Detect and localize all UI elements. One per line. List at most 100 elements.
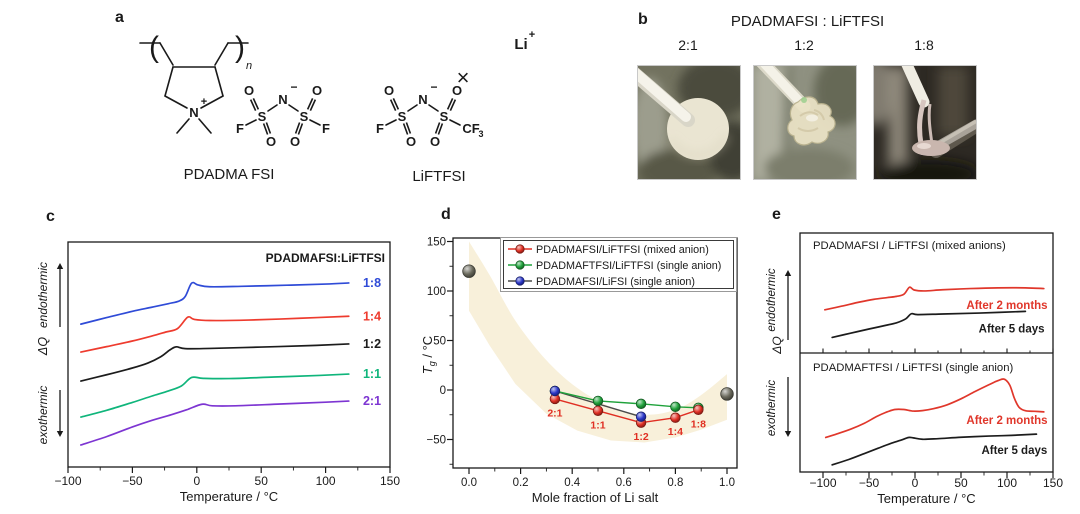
panel-b: PDADMAFSI : LiFTFSI 2:1 1:2 1:8 bbox=[630, 5, 1030, 203]
tick-label: 100 bbox=[997, 476, 1017, 490]
sample-photo-1-8 bbox=[873, 65, 977, 180]
curve-annotation: After 5 days bbox=[979, 323, 1045, 335]
exothermic-label: exothermic bbox=[766, 380, 778, 436]
dsc-curve bbox=[823, 286, 1045, 311]
tick-label: −100 bbox=[54, 474, 81, 488]
legend-box bbox=[503, 240, 734, 289]
x-axis-label: Temperature / °C bbox=[877, 491, 975, 506]
atom-label: O bbox=[244, 83, 254, 98]
atom-label: O bbox=[384, 83, 394, 98]
panel-label-e: e bbox=[772, 206, 781, 223]
endothermic-arrow-head bbox=[56, 263, 64, 269]
double-bond bbox=[265, 122, 272, 134]
atom-label: Li bbox=[514, 36, 527, 53]
bond bbox=[164, 95, 188, 109]
bond bbox=[198, 118, 212, 134]
curve-label: 1:2 bbox=[363, 337, 381, 351]
bond bbox=[385, 119, 397, 126]
data-point bbox=[592, 405, 604, 416]
bond bbox=[407, 104, 418, 112]
tick-label: 0 bbox=[440, 385, 446, 397]
data-point bbox=[635, 398, 647, 410]
point-label: 2:1 bbox=[547, 407, 562, 419]
atom-label: S bbox=[440, 109, 449, 124]
endothermic-arrow-head bbox=[784, 270, 792, 276]
tick-label: 0 bbox=[193, 474, 200, 488]
guide-band bbox=[469, 241, 727, 443]
point-label: 1:2 bbox=[633, 431, 648, 443]
tick-label: 50 bbox=[954, 476, 968, 490]
dsc-chart: −100 −50 0 50 100 150 Temperature / °C PDADMAFS… bbox=[36, 241, 400, 504]
atom-label: N bbox=[418, 92, 427, 107]
atom-label: O bbox=[452, 83, 462, 98]
atom-label: O bbox=[266, 134, 276, 149]
tick-label: 150 bbox=[380, 474, 400, 488]
dsc-curve bbox=[831, 310, 1027, 339]
double-bond bbox=[249, 99, 257, 111]
spatula-highlight bbox=[934, 120, 976, 147]
curve-label: 1:4 bbox=[363, 309, 381, 323]
reference-point bbox=[462, 264, 476, 278]
curve-annotation: After 2 months bbox=[966, 415, 1047, 427]
photo-blur-shapes bbox=[874, 66, 976, 179]
tick-label: 150 bbox=[427, 237, 446, 249]
atom-label: F bbox=[236, 121, 244, 136]
data-point bbox=[670, 401, 681, 413]
atom-label: F bbox=[322, 121, 330, 136]
atom-label: S bbox=[300, 109, 309, 124]
dsc-curve bbox=[831, 433, 1038, 466]
legend-marker bbox=[515, 260, 525, 270]
bond bbox=[159, 42, 174, 66]
y-axis-label: ΔQ bbox=[770, 336, 784, 354]
point-label: 1:8 bbox=[691, 418, 706, 430]
tick-label: 0.4 bbox=[564, 477, 581, 489]
dsc-curve-1-4 bbox=[80, 315, 350, 353]
double-bond bbox=[446, 98, 454, 110]
bond bbox=[164, 66, 174, 97]
atom-label: F bbox=[376, 121, 384, 136]
exothermic-arrow-head bbox=[784, 431, 792, 437]
exothermic-label: exothermic bbox=[36, 386, 50, 445]
dsc-curve-2-1 bbox=[80, 400, 350, 446]
legend-label: PDADMAFSI/LiFSI (single anion) bbox=[536, 276, 695, 288]
curve-label: 1:1 bbox=[363, 367, 381, 381]
double-bond bbox=[309, 99, 317, 111]
atom-label: + bbox=[529, 29, 535, 41]
tick-label: 0.0 bbox=[461, 477, 477, 489]
ratio-label-2-1: 2:1 bbox=[678, 37, 698, 53]
bond bbox=[214, 66, 224, 97]
legend-label: PDADMAFTFSI/LiFTFSI (single anion) bbox=[536, 260, 721, 272]
y-axis-label: Tg / °C bbox=[420, 336, 437, 374]
subpanel-title: PDADMAFSI / LiFTFSI (mixed anions) bbox=[813, 240, 1006, 252]
tick-label: 50 bbox=[255, 474, 269, 488]
curve-label: 1:8 bbox=[363, 276, 381, 290]
atom-label: − bbox=[430, 80, 437, 94]
atom-label: S bbox=[398, 109, 407, 124]
double-bond bbox=[392, 98, 400, 110]
legend-label: PDADMAFSI/LiFTFSI (mixed anion) bbox=[536, 244, 709, 256]
tick-label: −50 bbox=[122, 474, 143, 488]
aging-dsc-chart: −100 −50 0 50 100 150 Temperature / °C PDADMAFS… bbox=[766, 232, 1063, 506]
legend-marker bbox=[515, 244, 525, 254]
panel-label-a: a bbox=[115, 9, 124, 26]
tick-label: 0.2 bbox=[513, 477, 529, 489]
legend-marker bbox=[515, 276, 525, 286]
puddle-highlight bbox=[917, 143, 931, 149]
rod bbox=[638, 68, 691, 122]
curve-annotation: After 2 months bbox=[966, 300, 1047, 312]
atom-label: O bbox=[312, 83, 322, 98]
tick-label: −50 bbox=[426, 435, 446, 447]
dsc-curve bbox=[824, 378, 1045, 439]
point-label: 1:4 bbox=[668, 426, 683, 438]
x-axis-label: Temperature / °C bbox=[180, 489, 278, 504]
sample-photo-2-1 bbox=[637, 65, 741, 180]
bond bbox=[449, 119, 461, 126]
bond bbox=[267, 104, 278, 112]
bond bbox=[200, 95, 224, 109]
atom-label: + bbox=[201, 96, 207, 108]
gel-highlight bbox=[806, 114, 818, 122]
ratio-label-1-2: 1:2 bbox=[794, 37, 814, 53]
liquid-puddle bbox=[912, 140, 950, 156]
